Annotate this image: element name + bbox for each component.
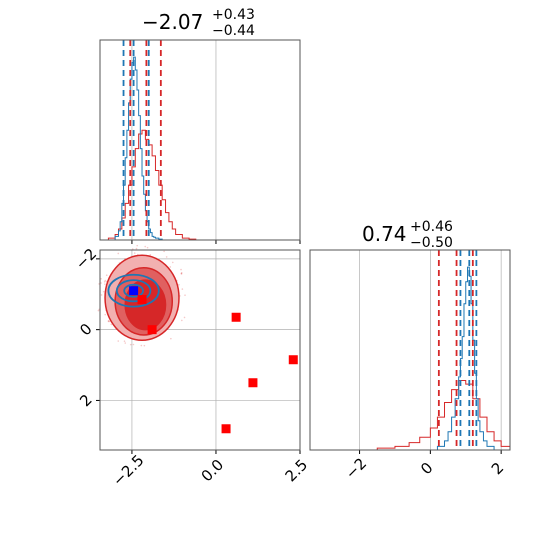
right-histogram-panel: −2 0 2	[309, 249, 511, 483]
scatter-red-marker	[137, 295, 147, 305]
scatter-sample-point	[140, 344, 143, 347]
scatter-x-tick-label: 0.0	[198, 456, 228, 486]
scatter-blue-contour	[107, 273, 160, 308]
scatter-sample-point	[133, 252, 136, 254]
scatter-red-marker	[248, 378, 258, 388]
right-hist-tick-label: −2	[342, 454, 370, 482]
scatter-blue-contour	[123, 283, 144, 298]
scatter-sample-point	[110, 323, 113, 326]
scatter-y-tick-label: −2	[72, 245, 100, 273]
scatter-sample-point	[180, 273, 183, 275]
scatter-sample-point	[146, 246, 149, 249]
right-hist-red-series	[359, 380, 511, 451]
top-histogram-panel	[99, 39, 301, 244]
scatter-sample-point	[163, 250, 165, 253]
scatter-sample-point	[170, 337, 172, 340]
scatter-sample-point	[124, 342, 127, 344]
right-hist-blue-series	[423, 266, 495, 451]
scatter-sample-point	[181, 319, 183, 322]
scatter-sample-point	[108, 320, 111, 323]
scatter-sample-point	[135, 247, 138, 250]
scatter-sample-point	[180, 268, 182, 271]
param1-title-minus: −0.44	[212, 23, 255, 39]
right-hist-tick-label: 2	[488, 459, 507, 478]
scatter-y-tick-label: 2	[76, 391, 95, 410]
param1-title: −2.07 +0.43 −0.44	[142, 8, 255, 38]
scatter-sample-point	[180, 272, 183, 274]
param2-title-minus: −0.50	[410, 235, 453, 251]
scatter-red-marker	[221, 424, 231, 434]
scatter-y-tick-label: 0	[76, 320, 95, 339]
scatter-x-tick-label: 2.5	[282, 456, 312, 486]
scatter-sample-point	[97, 309, 100, 312]
scatter-sample-point	[171, 261, 174, 264]
scatter-sample-point	[117, 252, 120, 255]
scatter-sample-point	[107, 319, 110, 322]
param2-title-main: 0.74	[362, 222, 407, 246]
top-hist-frame	[99, 39, 301, 241]
scatter-sample-point	[100, 277, 102, 280]
scatter-sample-point	[180, 272, 183, 275]
scatter-sample-point	[181, 288, 184, 290]
scatter-red-marker	[147, 325, 157, 335]
scatter-frame	[99, 249, 301, 451]
scatter-sample-point	[136, 244, 139, 247]
scatter-sample-point	[100, 294, 103, 296]
scatter-red-marker	[231, 312, 241, 322]
scatter-sample-point	[132, 343, 135, 346]
param1-title-main: −2.07	[142, 10, 204, 34]
scatter-sample-point	[123, 340, 126, 343]
scatter-sample-point	[144, 245, 147, 248]
scatter-sample-point	[183, 316, 186, 319]
scatter-sample-point	[100, 282, 102, 284]
scatter-blue-marker	[129, 286, 139, 296]
scatter-blue-contour	[115, 279, 152, 303]
scatter-sample-point	[178, 283, 180, 286]
scatter-sample-point	[143, 344, 146, 347]
scatter-sample-point	[129, 343, 132, 346]
scatter-sample-point	[103, 281, 106, 283]
scatter-sample-point	[104, 279, 107, 282]
param1-title-plus: +0.43	[212, 7, 255, 23]
scatter-sample-point	[105, 274, 108, 277]
scatter-sample-point	[104, 283, 106, 285]
scatter-2d-panel: −2.5 0.0 2.5 2 0 −2	[72, 245, 311, 490]
scatter-red-marker	[288, 355, 298, 365]
param2-title: 0.74 +0.46 −0.50	[362, 220, 453, 250]
scatter-sample-point	[149, 253, 152, 256]
right-hist-frame	[309, 249, 511, 451]
scatter-sample-point	[184, 294, 186, 296]
scatter-sample-point	[165, 256, 168, 258]
scatter-sample-point	[102, 290, 105, 293]
scatter-x-tick-label: −2.5	[109, 451, 147, 489]
right-hist-tick-label: 0	[417, 459, 436, 478]
scatter-sample-point	[104, 313, 107, 316]
scatter-sample-point	[117, 340, 120, 342]
scatter-sample-point	[169, 266, 172, 268]
scatter-sample-point	[107, 320, 110, 323]
param2-title-plus: +0.46	[410, 219, 453, 235]
